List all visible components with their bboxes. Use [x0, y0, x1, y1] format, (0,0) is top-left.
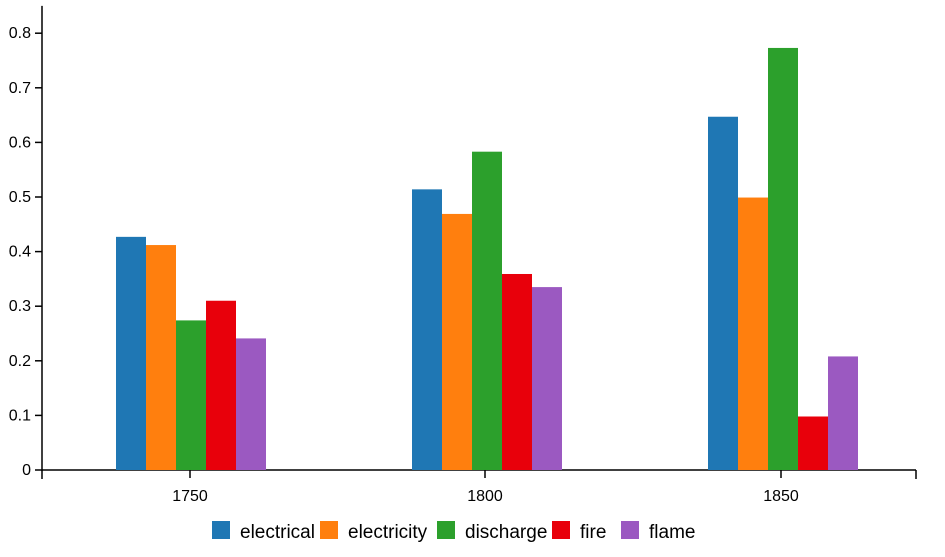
- bar-fire-1750: [206, 300, 236, 470]
- y-tick-label: 0.8: [9, 25, 31, 42]
- bar-electrical-1750: [116, 236, 146, 470]
- x-tick-label: 1850: [763, 488, 799, 505]
- y-tick-label: 0: [22, 462, 31, 479]
- y-tick-label: 0.4: [9, 244, 31, 261]
- legend-swatch-discharge: [437, 521, 455, 539]
- legend-label-fire: fire: [580, 522, 606, 543]
- bar-electricity-1800: [442, 213, 472, 470]
- bar-electricity-1850: [738, 197, 768, 470]
- bar-flame-1800: [532, 287, 562, 470]
- legend-label-flame: flame: [649, 522, 695, 543]
- bar-discharge-1750: [176, 320, 206, 470]
- y-tick-label: 0.5: [9, 189, 31, 206]
- y-tick-label: 0.7: [9, 80, 31, 97]
- legend-swatch-electricity: [320, 521, 338, 539]
- legend-swatch-flame: [621, 521, 639, 539]
- bar-discharge-1850: [768, 47, 798, 470]
- y-tick-label: 0.1: [9, 407, 31, 424]
- bar-fire-1800: [502, 273, 532, 470]
- legend-swatch-electrical: [212, 521, 230, 539]
- y-tick-label: 0.3: [9, 298, 31, 315]
- bar-electrical-1850: [708, 116, 738, 470]
- bar-flame-1750: [236, 338, 266, 470]
- bar-electricity-1750: [146, 245, 176, 470]
- x-tick-label: 1750: [172, 488, 208, 505]
- legend-label-discharge: discharge: [465, 522, 547, 543]
- x-tick-label: 1800: [467, 488, 503, 505]
- y-tick-label: 0.2: [9, 353, 31, 370]
- y-tick-label: 0.6: [9, 134, 31, 151]
- bar-electrical-1800: [412, 189, 442, 470]
- legend-swatch-fire: [552, 521, 570, 539]
- bar-flame-1850: [828, 356, 858, 470]
- bar-discharge-1800: [472, 151, 502, 470]
- legend-label-electrical: electrical: [240, 522, 315, 543]
- legend-label-electricity: electricity: [348, 522, 428, 543]
- bar-fire-1850: [798, 416, 828, 470]
